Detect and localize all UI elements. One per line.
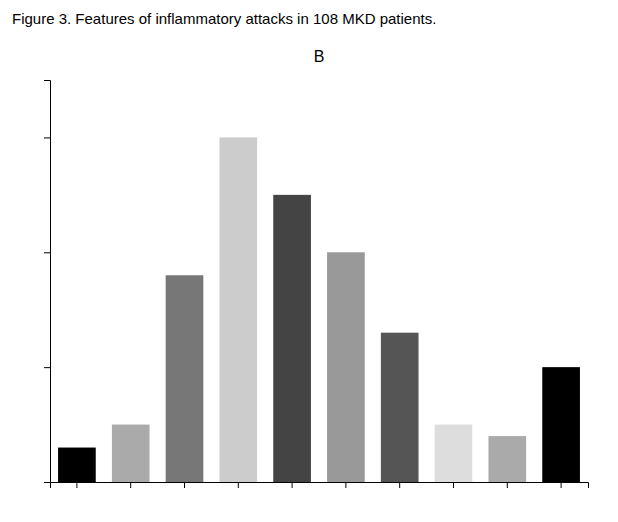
x-tick-mark xyxy=(507,482,508,488)
x-tick-mark xyxy=(453,482,454,488)
bar xyxy=(219,137,257,482)
x-axis-line xyxy=(51,483,589,489)
chart: Figure 3. Features of inflammatory attac… xyxy=(0,0,618,522)
bar xyxy=(273,195,311,482)
x-tick xyxy=(184,482,185,488)
x-tick-mark xyxy=(561,482,562,488)
x-tick xyxy=(507,482,508,488)
bar xyxy=(542,367,580,482)
y-tick-mark xyxy=(44,482,50,483)
subtitle: B xyxy=(314,48,325,65)
x-tick xyxy=(453,482,454,488)
bar xyxy=(381,333,419,482)
bar xyxy=(327,252,365,482)
bar xyxy=(435,425,473,482)
x-tick xyxy=(76,482,77,488)
x-tick-mark xyxy=(130,482,131,488)
x-tick-mark xyxy=(345,482,346,488)
y-axis-line xyxy=(44,81,51,483)
x-tick xyxy=(130,482,131,488)
title: Figure 3. Features of inflammatory attac… xyxy=(12,10,436,27)
bars xyxy=(58,137,580,482)
x-tick xyxy=(561,482,562,488)
x-tick-mark xyxy=(238,482,239,488)
x-tick-mark xyxy=(292,482,293,488)
y-axis xyxy=(44,81,51,483)
y-tick xyxy=(44,252,50,253)
x-tick-mark xyxy=(399,482,400,488)
x-tick xyxy=(345,482,346,488)
bar xyxy=(488,436,526,482)
y-tick-mark xyxy=(44,367,50,368)
x-axis xyxy=(51,482,589,488)
y-tick xyxy=(44,482,50,483)
x-tick xyxy=(292,482,293,488)
y-tick xyxy=(44,137,50,138)
bar xyxy=(112,425,150,482)
x-tick-mark xyxy=(184,482,185,488)
bar xyxy=(58,448,96,482)
plot: B xyxy=(44,48,589,488)
bar xyxy=(166,275,204,482)
x-tick xyxy=(399,482,400,488)
y-tick-mark xyxy=(44,252,50,253)
y-tick xyxy=(44,367,50,368)
x-tick-mark xyxy=(76,482,77,488)
y-tick-mark xyxy=(44,137,50,138)
x-tick xyxy=(238,482,239,488)
